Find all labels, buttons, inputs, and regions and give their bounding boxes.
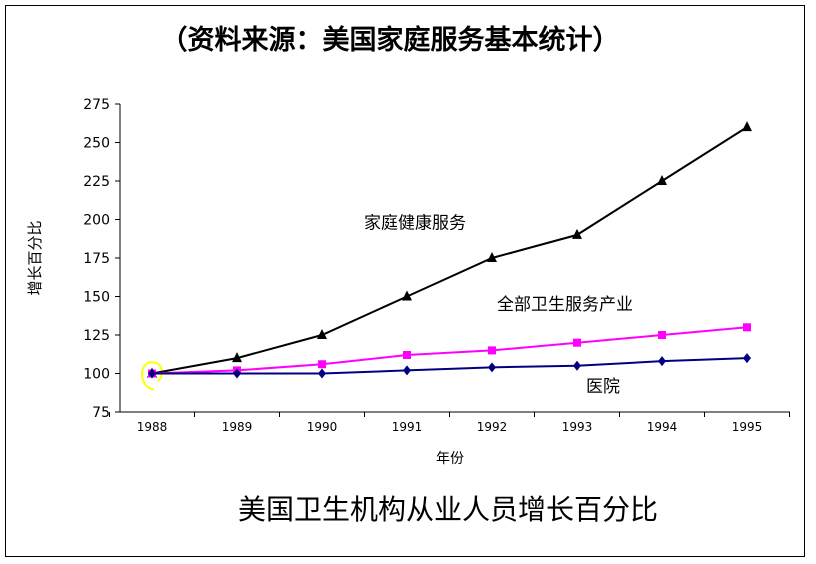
square-marker <box>318 360 326 369</box>
x-tick-label: 1991 <box>392 420 423 434</box>
chart-series <box>141 121 752 391</box>
slide-frame <box>5 5 805 557</box>
series-line <box>152 357 748 375</box>
series-triangle <box>147 121 752 378</box>
y-tick-label: 200 <box>83 213 110 229</box>
y-tick-label: 225 <box>83 174 110 190</box>
triangle-marker <box>572 228 582 239</box>
diamond-marker <box>488 362 496 373</box>
square-marker <box>743 323 751 332</box>
diamond-marker <box>743 353 751 364</box>
chart-axes <box>119 104 790 413</box>
diamond-marker <box>403 365 411 376</box>
series-diamond <box>148 353 751 379</box>
diamond-marker <box>573 360 581 371</box>
x-axis-label: 年份 <box>436 451 464 467</box>
triangle-marker <box>232 352 242 363</box>
series-label: 全部卫生服务产业 <box>497 295 633 315</box>
square-marker <box>488 346 496 355</box>
x-tick-label: 1993 <box>562 420 593 434</box>
series-line <box>151 326 748 375</box>
y-tick-label: 250 <box>83 136 110 152</box>
x-tick-label: 1995 <box>732 420 763 434</box>
triangle-marker <box>402 290 412 301</box>
triangle-marker <box>317 329 327 339</box>
highlight-circle <box>141 361 163 391</box>
y-tick-label: 100 <box>83 367 110 383</box>
diamond-marker <box>233 368 241 379</box>
x-tick-label: 1988 <box>137 420 168 434</box>
triangle-marker <box>742 121 752 132</box>
diamond-marker <box>658 356 666 367</box>
x-tick-label: 1992 <box>477 420 508 434</box>
y-tick-label: 175 <box>83 251 110 267</box>
triangle-marker <box>657 175 667 185</box>
y-tick-label: 75 <box>92 405 110 421</box>
x-tick-label: 1994 <box>647 420 678 434</box>
square-marker <box>573 338 581 347</box>
triangle-marker <box>487 252 497 262</box>
y-tick-label: 275 <box>83 97 110 113</box>
x-tick-label: 1989 <box>222 420 253 434</box>
y-tick-label: 150 <box>83 290 110 306</box>
y-tick-label: 125 <box>83 328 110 344</box>
chart-ticks: 75 100 125 150 175 200 225 250 275 1988 1989 1990 19… <box>83 97 790 434</box>
square-marker <box>658 331 666 339</box>
y-axis-label: 增长百分比 <box>26 220 44 295</box>
series-label: 医院 <box>586 377 620 397</box>
diamond-marker <box>318 368 326 379</box>
source-note: （资料来源：美国家庭服务基本统计） <box>160 25 620 56</box>
diamond-marker <box>148 368 156 379</box>
x-tick-label: 1990 <box>307 420 338 434</box>
series-line <box>151 126 748 375</box>
chart-caption: 美国卫生机构从业人员增长百分比 <box>237 493 658 526</box>
series-label: 家庭健康服务 <box>364 214 466 234</box>
square-marker <box>403 351 411 360</box>
